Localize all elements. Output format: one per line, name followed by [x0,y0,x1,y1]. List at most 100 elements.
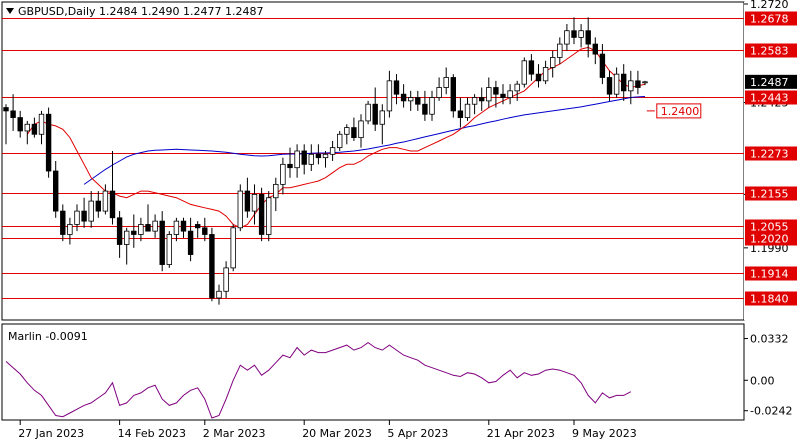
time-axis-ticks: 27 Jan 2023 14 Feb 2023 2 Mar 2023 20 Mar 2… [18,420,637,440]
level-label-box [745,146,797,161]
collapse-triangle-icon[interactable] [6,8,14,14]
level-label: 1.2273 [750,148,789,161]
candle-body [613,73,620,95]
time-tick-label: 20 Mar 2023 [302,427,372,440]
time-tick-label: 27 Jan 2023 [18,427,84,440]
candle-body [585,30,591,45]
time-tick-label: 2 Mar 2023 [203,427,266,440]
marlin-indicator [5,341,632,419]
candle-body [102,190,109,212]
candle-body [592,43,598,55]
candle-body [60,210,66,235]
candle-body [53,170,59,212]
candle-body [17,117,23,132]
candle-body [571,30,577,38]
candle-body [152,220,158,232]
candle-body [67,224,73,235]
candle-body [621,73,627,92]
horizontal-levels [2,18,744,299]
candle-body [138,224,144,235]
level-label: 1.1914 [750,268,789,281]
candle-body [450,77,456,112]
level-label: 1.2678 [750,13,789,26]
candle-body [265,197,272,235]
moving-averages [26,46,646,229]
candle-body [436,87,442,98]
candle-body [251,194,258,212]
level-label: 1.2155 [750,188,789,201]
candle-body [308,153,314,165]
candle-body [407,97,414,102]
level-labels: 1.2678 1.2583 1.2443 1.2273 1.2155 1.20551.20… [745,11,797,306]
candle-body [81,210,87,222]
candle-body [386,80,393,112]
candle-body [329,147,336,155]
candle-body [223,267,229,292]
ma-slow-line [83,96,646,185]
candle-body [180,220,187,232]
candle-body [244,190,251,212]
candle-body [131,230,137,235]
candle-body [45,113,52,172]
marlin-tick-label: 0.0332 [750,333,789,346]
level-label: 1.2583 [750,45,789,58]
annotation-label: 1.2400 [661,105,700,118]
candle-body [322,153,329,159]
candle-body [74,210,80,225]
candle-body [294,150,300,169]
candle-body [24,123,30,132]
candle-body [393,80,400,95]
marlin-pane-border [1,323,745,421]
level-label-box [745,266,797,281]
candle-body [557,43,563,58]
level-label: 1.2443 [750,92,789,105]
candle-body [31,123,38,135]
candle-body [187,230,194,255]
candle-body [95,200,101,212]
candle-body [230,227,236,269]
candle-body [422,103,428,115]
ma-fast-line [26,46,646,229]
candle-body [642,81,648,84]
candle-body [443,77,449,88]
candle-body [216,290,222,299]
candle-body [194,224,201,229]
candle-body [564,30,570,45]
candle-body [3,107,9,112]
candle-body [578,30,584,38]
candle-body [10,110,16,118]
level-label-box [745,90,797,105]
candle-body [209,234,215,299]
candle-body [486,87,492,102]
price-annotation: 1.2400 [646,103,702,119]
chart-title: GBPUSD,Daily 1.2484 1.2490 1.2477 1.2487 [18,5,263,18]
current-price-label: 1.2487 [750,76,789,89]
candle-body [336,133,343,149]
candle-body [301,150,307,165]
marlin-axis-ticks: 0.0332 0.00 -0.0242 [744,333,792,418]
time-tick-label: 9 May 2023 [572,427,637,440]
candle-body [344,127,350,135]
candle-body [514,83,520,92]
price-pane-border [1,1,745,321]
candle-body [88,200,94,222]
level-label-box [745,219,797,234]
current-price-box [745,74,797,89]
candle-body [258,194,265,235]
candle-body [116,217,123,245]
candle-body [521,60,527,85]
price-tick-label: 1.2720 [750,0,789,11]
candle-body [535,73,542,82]
marlin-tick-label: -0.0242 [750,405,792,418]
candle-body [315,153,322,159]
candle-body [166,234,172,265]
candle-body [415,97,421,105]
marlin-line [5,341,632,419]
candle-body [38,113,45,135]
candle-body [464,103,471,118]
time-tick-label: 5 Apr 2023 [387,427,448,440]
candle-body [372,103,378,125]
candle-body [273,183,279,199]
level-label-box [745,186,797,201]
